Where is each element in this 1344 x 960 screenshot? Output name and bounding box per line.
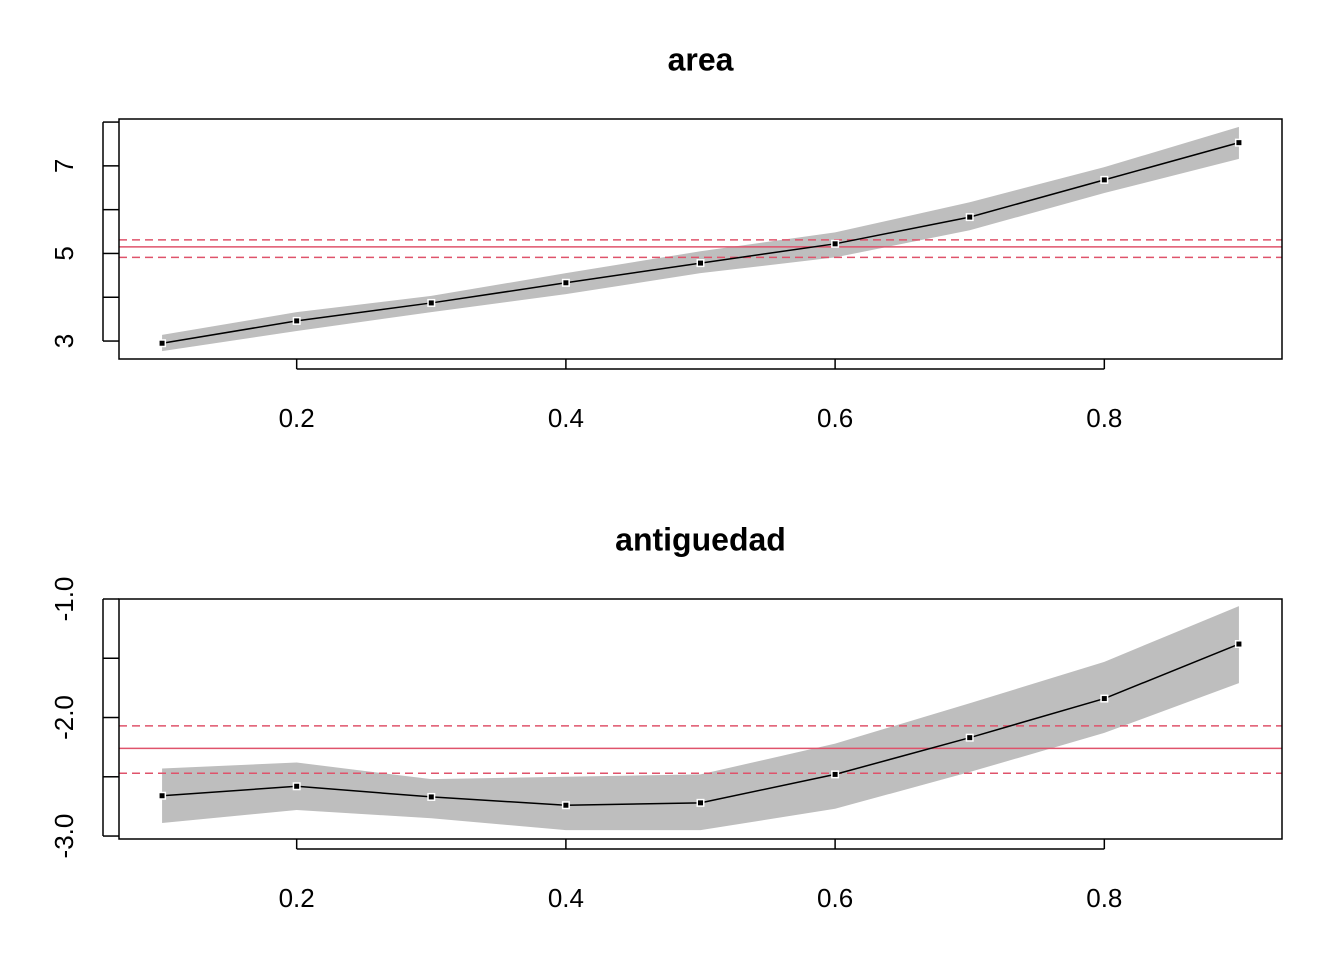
point <box>292 316 301 325</box>
y-tick-label: 7 <box>49 159 79 173</box>
x-tick-label: 0.2 <box>279 883 315 913</box>
point <box>965 213 974 222</box>
point <box>158 339 167 348</box>
point <box>561 801 570 810</box>
point <box>561 278 570 287</box>
point <box>1100 175 1109 184</box>
panel: antiguedad 0.2 0.4 0.6 0.8 -1.0 -2.0 -3.0 <box>49 521 1283 913</box>
point <box>1100 694 1109 703</box>
y-tick-label: -1.0 <box>49 577 79 622</box>
point <box>1234 138 1243 147</box>
point <box>831 239 840 248</box>
point <box>1234 640 1243 649</box>
chart-title: antiguedad <box>615 521 786 557</box>
y-tick-label: -3.0 <box>49 814 79 859</box>
x-tick-label: 0.6 <box>817 883 853 913</box>
plot-frame <box>118 598 1283 840</box>
y-tick-label: -2.0 <box>49 695 79 740</box>
confidence-band <box>162 606 1239 831</box>
point <box>696 259 705 268</box>
x-tick-label: 0.8 <box>1086 883 1122 913</box>
point <box>696 798 705 807</box>
x-tick-label: 0.4 <box>548 403 584 433</box>
y-tick-label: 3 <box>49 334 79 348</box>
point <box>158 791 167 800</box>
plot-frame <box>118 118 1283 360</box>
panel: area 0.2 0.4 0.6 0.8 3 5 7 <box>49 41 1283 433</box>
point <box>292 782 301 791</box>
x-tick-label: 0.6 <box>817 403 853 433</box>
x-tick-label: 0.8 <box>1086 403 1122 433</box>
chart-title: area <box>668 41 734 77</box>
x-tick-label: 0.2 <box>279 403 315 433</box>
y-tick-label: 5 <box>49 246 79 260</box>
point <box>427 792 436 801</box>
point <box>831 770 840 779</box>
point <box>965 733 974 742</box>
x-tick-label: 0.4 <box>548 883 584 913</box>
point <box>427 298 436 307</box>
confidence-band <box>162 126 1239 352</box>
